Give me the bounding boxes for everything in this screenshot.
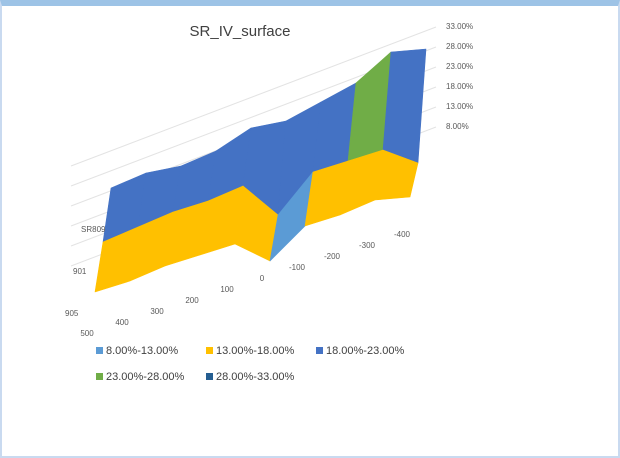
depth-label: SR809 — [81, 225, 106, 234]
legend-label: 28.00%-33.00% — [216, 371, 294, 383]
x-tick-label: 300 — [150, 307, 164, 316]
legend-label: 23.00%-28.00% — [106, 371, 184, 383]
legend-swatch — [316, 347, 323, 354]
legend-label: 18.00%-23.00% — [326, 345, 404, 357]
z-tick-label: 13.00% — [446, 102, 473, 111]
legend-label: 8.00%-13.00% — [106, 345, 178, 357]
x-tick-label: 500 — [80, 329, 94, 338]
x-tick-label: -100 — [289, 263, 306, 272]
surface-cell — [94, 226, 139, 293]
chart-title: SR_IV_surface — [190, 23, 291, 40]
grid-line — [70, 26, 437, 167]
z-tick-label: 33.00% — [446, 22, 473, 31]
depth-label: 901 — [73, 267, 87, 276]
legend-label: 13.00%-18.00% — [216, 345, 294, 357]
x-tick-label: -300 — [359, 241, 376, 250]
x-tick-label: 100 — [220, 285, 234, 294]
legend-swatch — [206, 373, 213, 380]
z-tick-label: 28.00% — [446, 42, 473, 51]
depth-label: 905 — [65, 309, 79, 318]
legend-swatch — [96, 347, 103, 354]
x-tick-label: 200 — [185, 296, 199, 305]
z-tick-label: 23.00% — [446, 62, 473, 71]
x-tick-label: -400 — [394, 230, 411, 239]
legend-swatch — [206, 347, 213, 354]
surface-cell — [374, 149, 419, 201]
x-tick-label: 0 — [260, 274, 265, 283]
z-tick-label: 18.00% — [446, 82, 473, 91]
x-tick-label: -200 — [324, 252, 341, 261]
legend-swatch — [96, 373, 103, 380]
z-tick-label: 8.00% — [446, 122, 469, 131]
x-tick-label: 400 — [115, 318, 129, 327]
